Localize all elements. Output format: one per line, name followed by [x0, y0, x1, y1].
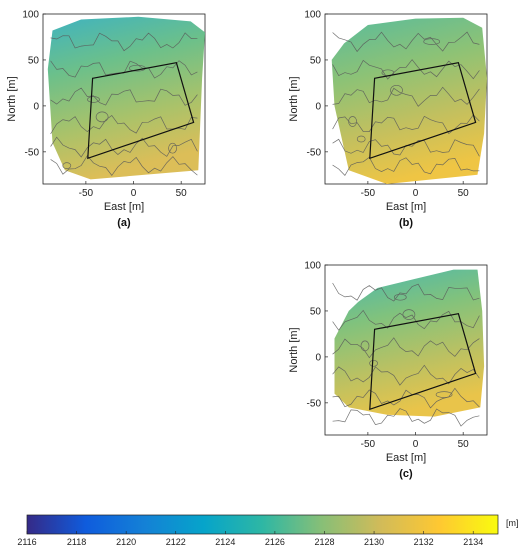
x-tick-label: -50 [361, 439, 376, 450]
contour-blob [87, 96, 100, 103]
x-tick-label: 50 [458, 439, 470, 450]
colorbar: 2116 2118 2120 2122 2124 2126 2128 2130 2132 2134… [17, 514, 519, 547]
colorbar-tick-label: 2128 [314, 537, 334, 547]
contour-line [50, 87, 198, 106]
contour-blob [393, 293, 407, 301]
contour-blob [95, 111, 109, 123]
contour-line [332, 156, 480, 176]
x-axis-label: East [m] [104, 201, 144, 213]
contour-line [332, 138, 480, 157]
colorbar-unit: [m] [506, 518, 519, 528]
y-tick-label: 50 [310, 55, 322, 66]
y-tick-label: 0 [315, 101, 321, 112]
y-ticks: -50 0 50 100 [22, 10, 46, 158]
y-tick-label: -50 [25, 147, 40, 158]
y-ticks: -50 0 50 100 [304, 261, 328, 409]
contour-line [50, 136, 198, 158]
x-tick-label: 50 [458, 188, 470, 199]
contour-blob [435, 391, 453, 398]
panel-a: -50 0 50 -50 0 50 100 East [m] North [m] (a) [6, 10, 206, 229]
area-quadrilateral [369, 313, 477, 411]
colorbar-tick-label: 2116 [17, 537, 36, 547]
y-tick-label: 100 [304, 261, 321, 272]
x-ticks: -50 0 50 [361, 432, 470, 450]
colorbar-tick-label: 2132 [414, 537, 434, 547]
panel-b: -50 0 50 -50 0 50 100 East [m] North [m] (b) [288, 10, 488, 229]
y-ticks: -50 0 50 100 [304, 10, 328, 158]
x-ticks: -50 0 50 [79, 181, 188, 199]
x-ticks: -50 0 50 [361, 181, 470, 199]
x-tick-label: -50 [79, 188, 94, 199]
contour-line [332, 114, 480, 135]
colorbar-gradient [26, 514, 499, 535]
y-axis-label: North [m] [288, 76, 300, 121]
contour-line [332, 364, 480, 386]
elevation-surface [47, 16, 205, 180]
contour-line [332, 387, 480, 409]
x-axis-label: East [m] [386, 201, 426, 213]
contour-blob [402, 309, 416, 320]
contour-line [332, 31, 480, 53]
y-axis-label: North [m] [288, 327, 300, 372]
contour-blob [390, 84, 403, 96]
y-tick-label: 0 [315, 352, 321, 363]
y-tick-label: -50 [307, 147, 322, 158]
area-quadrilateral [369, 62, 477, 160]
contour-line [332, 59, 480, 80]
colorbar-tick-label: 2134 [463, 537, 483, 547]
contour-blob [369, 359, 378, 367]
panel-c: -50 0 50 -50 0 50 100 East [m] North [m] (c) [288, 261, 488, 480]
contour-blob [168, 142, 177, 154]
contour-blob [62, 162, 72, 169]
panel-label: (b) [399, 217, 413, 229]
colorbar-tick-label: 2118 [67, 537, 86, 547]
contour-line [50, 32, 198, 52]
contour-blob [356, 135, 366, 143]
y-tick-label: 100 [22, 10, 39, 21]
contour-blob [423, 38, 441, 45]
contour-line [332, 408, 480, 427]
contour-line [50, 155, 198, 176]
panel-label: (a) [117, 217, 131, 229]
x-tick-label: 0 [413, 188, 419, 199]
contour-line [332, 309, 480, 331]
colorbar-tick-label: 2130 [364, 537, 384, 547]
colorbar-tick-label: 2120 [116, 537, 136, 547]
y-tick-label: 0 [33, 101, 39, 112]
y-tick-label: 100 [304, 10, 321, 21]
elevation-surface [331, 17, 487, 184]
colorbar-tick-label: 2124 [215, 537, 235, 547]
colorbar-ticks: 2116 2118 2120 2122 2124 2126 2128 2130 2132 2134 [17, 531, 483, 547]
y-axis-label: North [m] [6, 76, 18, 121]
x-tick-label: 0 [413, 439, 419, 450]
contour-line [332, 337, 480, 359]
contour-line [332, 86, 480, 107]
panel-label: (c) [399, 468, 413, 480]
y-tick-label: 50 [28, 55, 40, 66]
contour-blob [348, 116, 357, 127]
x-tick-label: 0 [131, 188, 137, 199]
contour-lines [332, 31, 480, 176]
contour-blob [360, 340, 370, 352]
contour-line [332, 282, 480, 302]
y-tick-label: 50 [310, 306, 322, 317]
colorbar-tick-label: 2122 [166, 537, 186, 547]
area-quadrilateral [87, 62, 195, 160]
x-tick-label: 50 [176, 188, 188, 199]
contour-lines [332, 282, 480, 427]
x-axis-label: East [m] [386, 452, 426, 464]
y-tick-label: -50 [307, 398, 322, 409]
colorbar-tick-label: 2126 [265, 537, 285, 547]
x-tick-label: -50 [361, 188, 376, 199]
